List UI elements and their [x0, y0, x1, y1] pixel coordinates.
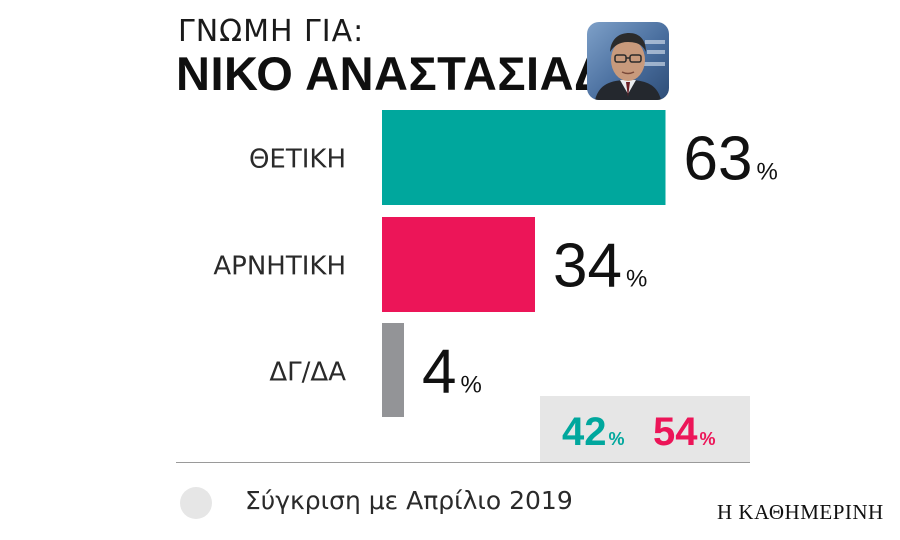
portrait-photo [587, 22, 669, 100]
comparison-box [540, 396, 750, 462]
value-label: 63% [684, 125, 778, 194]
value-unit: % [756, 159, 777, 186]
category-label-negative: ΑΡΝΗΤΙΚΗ [213, 252, 346, 282]
value-unit: % [626, 266, 647, 293]
portrait-icon [595, 33, 665, 100]
brand-logo: Η ΚΑΘΗΜΕΡΙΝΗ [717, 500, 884, 524]
value-unit: % [460, 372, 481, 399]
bar-positive [382, 110, 666, 205]
value-label: 34% [553, 232, 647, 301]
comparison-positive: 42% [562, 410, 625, 454]
chart-subtitle: ΓΝΩΜΗ ΓΙΑ: [178, 14, 365, 49]
bar-dk-na [382, 323, 404, 417]
bar-negative [382, 217, 535, 312]
category-label-dk-na: ΔΓ/ΔΑ [269, 358, 346, 388]
legend-label: Σύγκριση με Απρίλιο 2019 [245, 486, 573, 515]
value-label: 4% [422, 338, 482, 407]
legend-swatch [180, 487, 212, 519]
chart-title: ΝΙΚΟ ΑΝΑΣΤΑΣΙΑΔΗ [176, 47, 643, 100]
category-label-positive: ΘΕΤΙΚΗ [249, 145, 346, 175]
comparison-unit: % [700, 429, 716, 449]
comparison-unit: % [609, 429, 625, 449]
footer-divider [176, 462, 750, 463]
